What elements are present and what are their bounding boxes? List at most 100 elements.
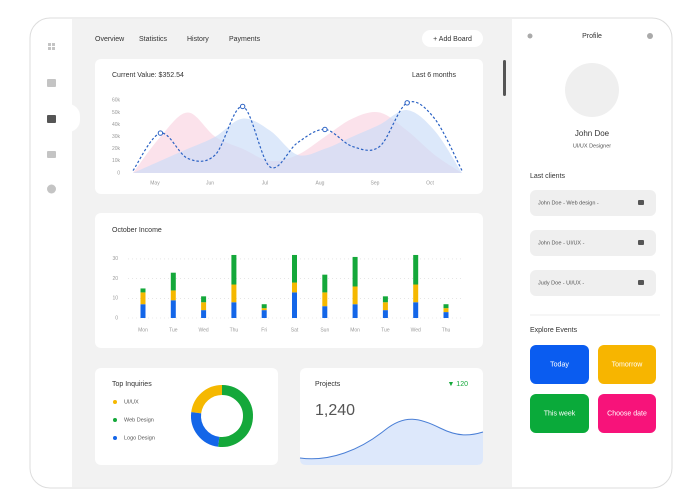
client-label[interactable]: John Doe - Web design -: [538, 200, 599, 206]
y-tick-label: 10k: [112, 158, 121, 164]
bar-segment: [382, 310, 388, 318]
client-label[interactable]: Judy Doe - UI/UX -: [538, 280, 584, 286]
x-tick-label: Sat: [291, 327, 299, 333]
y-tick-label: 20: [112, 276, 118, 282]
settings-icon[interactable]: [647, 33, 653, 39]
bell-icon[interactable]: [527, 33, 533, 39]
bar-segment: [170, 300, 176, 318]
bar-segment: [352, 286, 358, 305]
bar-segment: [292, 282, 297, 293]
event-label[interactable]: Tomorrow: [612, 361, 644, 368]
client-item[interactable]: [530, 230, 656, 256]
donut-slice: [191, 412, 220, 447]
icon[interactable]: [47, 184, 56, 194]
event-tile[interactable]: [530, 345, 589, 384]
nav-tab[interactable]: Payments: [229, 36, 261, 43]
x-tick-label: Thu: [230, 327, 239, 333]
icon[interactable]: [47, 79, 56, 87]
client-label[interactable]: John Doe - UI/UX -: [538, 240, 585, 246]
icon[interactable]: [48, 47, 51, 50]
bar-segment: [231, 302, 237, 318]
sidebar-icons: [47, 43, 56, 194]
bar-segment: [382, 296, 388, 303]
x-tick-label: Jun: [206, 180, 214, 186]
icon[interactable]: [48, 43, 51, 46]
profile-role: UI/UX Designer: [573, 143, 611, 149]
bar-segment: [201, 310, 207, 318]
icon[interactable]: [47, 151, 56, 158]
chat-icon[interactable]: [638, 280, 644, 285]
bar-segment: [352, 256, 358, 287]
projects-wave: [300, 419, 483, 465]
bar-segment: [413, 302, 419, 318]
bar-segment: [322, 292, 328, 307]
bar-segment: [292, 254, 297, 283]
chat-icon[interactable]: [638, 200, 644, 205]
projects-value: 1,240: [315, 402, 355, 419]
x-tick-label: Tue: [169, 327, 178, 333]
y-tick-label: 0: [117, 170, 120, 176]
x-tick-label: May: [150, 180, 160, 186]
chart-title: October Income: [112, 227, 162, 234]
icon[interactable]: [47, 115, 56, 123]
legend-dot: [113, 400, 117, 404]
x-tick-label: Jul: [262, 180, 268, 186]
bar-segment: [413, 254, 419, 285]
x-tick-label: Fri: [261, 327, 267, 333]
x-tick-label: Thu: [442, 327, 451, 333]
event-tile[interactable]: [598, 345, 656, 384]
chart-subtitle: Last 6 months: [412, 72, 456, 79]
x-tick-label: Wed: [411, 327, 421, 333]
event-label[interactable]: This week: [544, 410, 576, 417]
client-item[interactable]: [530, 270, 656, 296]
bar-segment: [231, 284, 237, 303]
events-title: Explore Events: [530, 327, 578, 334]
line: [132, 101, 463, 171]
bar-segment: [170, 272, 176, 291]
add-board-label[interactable]: + Add Board: [433, 36, 472, 43]
chat-icon[interactable]: [638, 240, 644, 245]
x-tick-label: Wed: [198, 327, 208, 333]
y-tick-label: 30: [112, 256, 118, 262]
avatar: [565, 63, 619, 117]
donut-slice: [218, 385, 253, 447]
client-item[interactable]: [530, 190, 656, 216]
bar-segment: [322, 306, 328, 318]
icon[interactable]: [52, 43, 55, 46]
x-tick-label: Oct: [426, 180, 434, 186]
chart-title: Current Value: $352.54: [112, 72, 184, 79]
legend-label: Web Design: [124, 417, 154, 423]
x-tick-label: Mon: [350, 327, 360, 333]
area: [133, 110, 462, 173]
legend-label: UI/UX: [124, 399, 139, 405]
donut-slice: [191, 385, 223, 414]
point-marker: [157, 130, 164, 136]
bar-segment: [443, 312, 449, 318]
bar-segment: [231, 254, 237, 285]
active-nav-bump: [40, 104, 80, 132]
nav-tab[interactable]: Overview: [95, 36, 125, 43]
scrollbar[interactable]: [503, 60, 506, 96]
event-label[interactable]: Choose date: [607, 410, 647, 417]
x-tick-label: Tue: [381, 327, 390, 333]
icon[interactable]: [52, 47, 55, 50]
projects-title: Projects: [315, 381, 341, 388]
bar-segment: [201, 302, 207, 311]
nav-tab[interactable]: History: [187, 36, 209, 43]
event-tile[interactable]: [598, 394, 656, 433]
y-tick-label: 20k: [112, 146, 121, 152]
event-label[interactable]: Today: [550, 361, 569, 368]
legend-dot: [113, 436, 117, 440]
nav-tab[interactable]: Statistics: [139, 36, 168, 43]
y-tick-label: 40k: [112, 122, 121, 128]
point-marker: [239, 103, 246, 110]
point-marker: [404, 100, 410, 106]
y-tick-label: 50k: [112, 110, 121, 116]
add-board-button[interactable]: [422, 30, 483, 47]
bar-segment: [261, 304, 267, 309]
x-tick-label: Mon: [138, 327, 148, 333]
bar-segment: [261, 308, 267, 311]
y-tick-label: 10: [112, 296, 118, 302]
event-tile[interactable]: [530, 394, 589, 433]
y-tick-label: 30k: [112, 134, 121, 140]
